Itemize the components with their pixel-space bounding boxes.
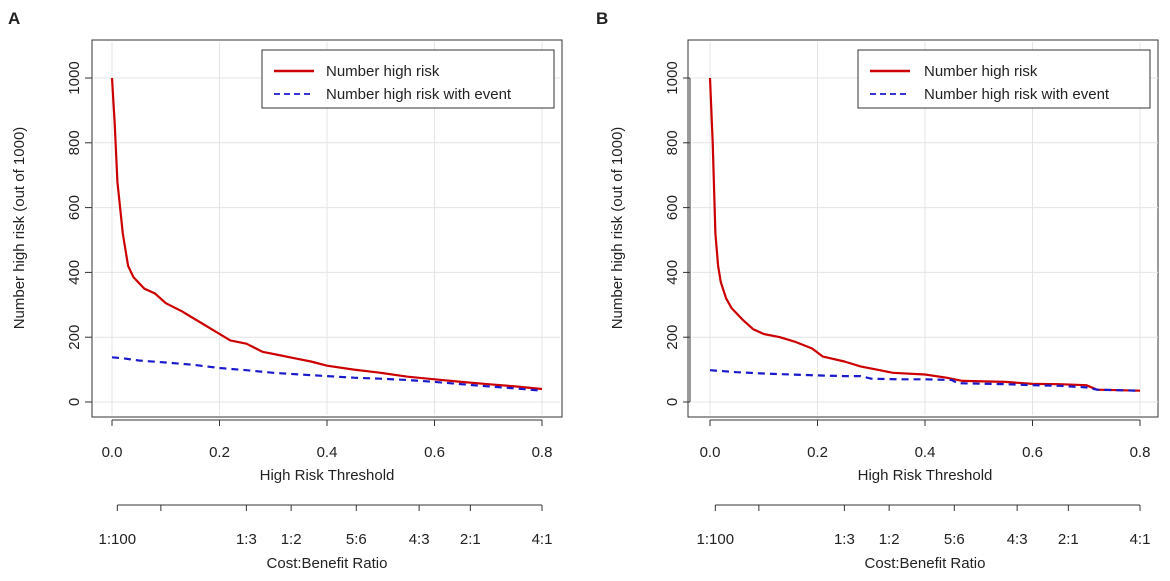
y-tick-label: 600	[66, 195, 83, 220]
x-tick-label: 0.6	[424, 444, 445, 461]
y-tick-label: 1000	[66, 61, 83, 94]
panel-a: A 0 200 400 600 800 1000 0.0 0.2 0.4 0.6 0.8 Numb…	[8, 9, 563, 572]
legend: Number high risk Number high risk with e…	[261, 49, 555, 109]
x-tick-label: 0.4	[317, 444, 338, 461]
cost-benefit-tick-label: 1:100	[99, 531, 137, 548]
legend-label-number-high-risk-with-event: Number high risk with event	[924, 86, 1110, 103]
series-layer	[708, 77, 1141, 392]
x-tick-label: 0.0	[700, 444, 721, 461]
x-tick-label: 0.0	[102, 444, 123, 461]
x-tick-label: 0.6	[1022, 444, 1043, 461]
x-axis: 0.0 0.2 0.4 0.6 0.8	[102, 419, 553, 461]
x-tick-label: 0.2	[209, 444, 230, 461]
series-line-number-high-risk	[110, 77, 543, 391]
cost-benefit-tick-label: 5:6	[346, 531, 367, 548]
y-tick-label: 800	[66, 130, 83, 155]
legend-label-number-high-risk: Number high risk	[924, 63, 1038, 80]
x-axis-title: High Risk Threshold	[260, 467, 395, 484]
series-line-number-high-risk	[708, 77, 1141, 392]
legend: Number high risk Number high risk with e…	[857, 49, 1151, 109]
cost-benefit-tick-label: 4:1	[532, 531, 553, 548]
cost-benefit-tick-label: 4:1	[1130, 531, 1151, 548]
cost-benefit-tick-label: 2:1	[1058, 531, 1079, 548]
x-axis: 0.0 0.2 0.4 0.6 0.8	[700, 419, 1151, 461]
y-tick-label: 800	[664, 130, 681, 155]
cost-benefit-tick-label: 1:2	[281, 531, 302, 548]
y-axis: 0 200 400 600 800 1000	[664, 61, 691, 406]
cost-benefit-tick-label: 2:1	[460, 531, 481, 548]
cost-benefit-tick-label: 4:3	[1007, 531, 1028, 548]
y-axis: 0 200 400 600 800 1000	[66, 61, 93, 406]
panel-b: B 0 200 400 600 800 1000 0.0 0.2 0.4 0.6 0.8 Numb…	[596, 9, 1159, 572]
cost-benefit-tick-label: 4:3	[409, 531, 430, 548]
cost-benefit-tick-label: 1:3	[834, 531, 855, 548]
y-axis-title: Number high risk (out of 1000)	[609, 127, 626, 330]
plot-area-frame	[687, 39, 1159, 418]
cost-benefit-tick-label: 1:3	[236, 531, 257, 548]
panel-label: B	[596, 9, 608, 28]
y-tick-label: 0	[66, 398, 83, 406]
legend-box	[857, 49, 1151, 109]
y-tick-label: 200	[66, 325, 83, 350]
series-layer	[110, 77, 543, 392]
legend-box	[261, 49, 555, 109]
x-axis-title: High Risk Threshold	[858, 467, 993, 484]
y-tick-label: 600	[664, 195, 681, 220]
x-tick-label: 0.2	[807, 444, 828, 461]
panel-label: A	[8, 9, 20, 28]
y-tick-label: 0	[664, 398, 681, 406]
cost-benefit-tick-label: 5:6	[944, 531, 965, 548]
cost-benefit-axis-title: Cost:Benefit Ratio	[865, 555, 986, 572]
cost-benefit-tick-label: 1:2	[879, 531, 900, 548]
legend-label-number-high-risk-with-event: Number high risk with event	[326, 86, 512, 103]
x-tick-label: 0.8	[1130, 444, 1151, 461]
cost-benefit-tick-label: 1:100	[697, 531, 735, 548]
legend-label-number-high-risk: Number high risk	[326, 63, 440, 80]
cost-benefit-axis: 1:100 1:3 1:2 5:6 4:3 2:1 4:1	[99, 504, 553, 548]
x-tick-label: 0.4	[915, 444, 936, 461]
y-tick-label: 400	[664, 260, 681, 285]
y-axis-title: Number high risk (out of 1000)	[11, 127, 28, 330]
cost-benefit-axis: 1:100 1:3 1:2 5:6 4:3 2:1 4:1	[697, 504, 1151, 548]
series-line-number-high-risk-with-event	[709, 369, 1141, 392]
y-tick-label: 1000	[664, 61, 681, 94]
series-line-number-high-risk-with-event	[111, 356, 543, 392]
y-tick-label: 400	[66, 260, 83, 285]
y-tick-label: 200	[664, 325, 681, 350]
x-tick-label: 0.8	[532, 444, 553, 461]
cost-benefit-axis-title: Cost:Benefit Ratio	[267, 555, 388, 572]
